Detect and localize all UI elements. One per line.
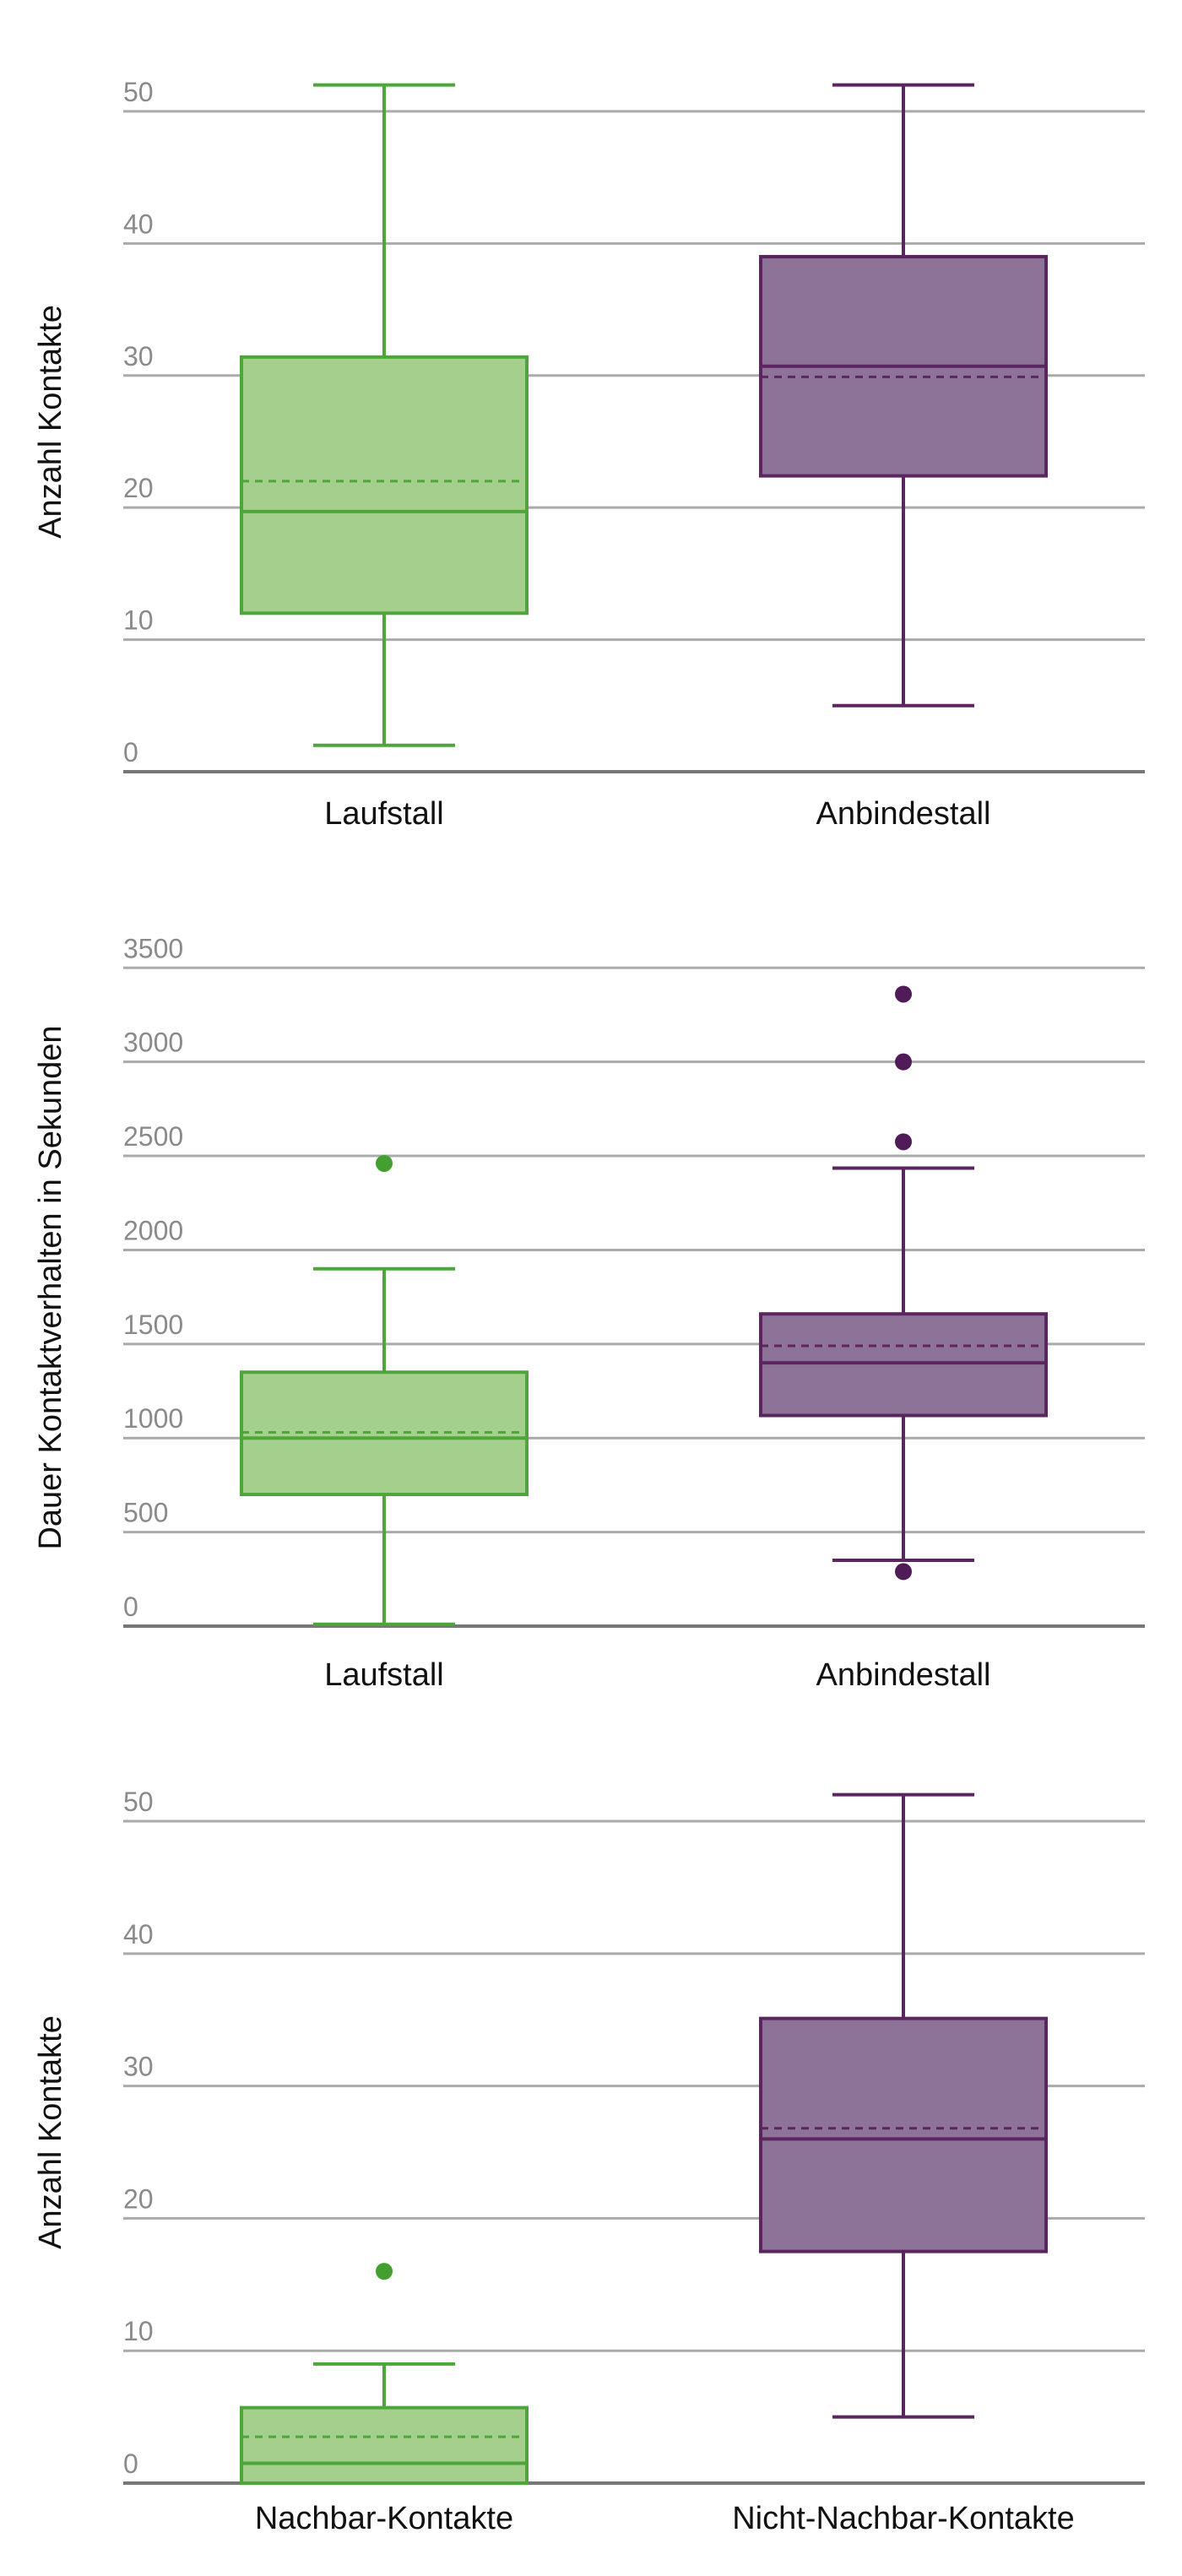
y-tick-label: 40 [123, 209, 154, 239]
y-tick-label: 40 [123, 1919, 154, 1950]
y-tick-label: 10 [123, 2316, 154, 2346]
y-tick-label: 2000 [123, 1215, 183, 1245]
y-axis-label: Dauer Kontaktverhalten in Sekunden [33, 1025, 68, 1549]
outlier [376, 2263, 393, 2280]
y-tick-label: 500 [123, 1498, 168, 1528]
y-tick-label: 50 [123, 77, 154, 107]
y-tick-label: 0 [123, 737, 138, 767]
y-tick-label: 30 [123, 2052, 154, 2082]
y-axis-label: Anzahl Kontakte [33, 2015, 68, 2249]
x-tick-label: Nachbar-Kontakte [255, 2501, 513, 2536]
outlier [895, 985, 912, 1003]
y-tick-label: 2500 [123, 1121, 183, 1152]
x-tick-label: Laufstall [324, 1657, 444, 1693]
x-tick-label: Laufstall [324, 796, 444, 832]
y-axis-label: Anzahl Kontakte [33, 305, 68, 539]
outlier [895, 1133, 912, 1151]
x-tick-label: Anbindestall [816, 1657, 990, 1693]
y-tick-label: 30 [123, 341, 154, 371]
y-tick-label: 20 [123, 473, 154, 503]
y-tick-label: 50 [123, 1787, 154, 1817]
y-tick-label: 0 [123, 2449, 138, 2479]
outlier [376, 1154, 393, 1172]
box [759, 1312, 1048, 1418]
box [240, 2405, 529, 2486]
y-tick-label: 3500 [123, 933, 183, 963]
y-tick-label: 1500 [123, 1310, 183, 1340]
box [240, 355, 529, 616]
y-tick-label: 10 [123, 605, 154, 636]
y-tick-label: 0 [123, 1592, 138, 1622]
box [759, 2016, 1048, 2253]
y-tick-label: 1000 [123, 1403, 183, 1434]
x-tick-label: Anbindestall [816, 796, 990, 832]
outlier [895, 1563, 912, 1581]
y-tick-label: 3000 [123, 1028, 183, 1058]
x-tick-label: Nicht-Nachbar-Kontakte [732, 2501, 1075, 2536]
outlier [895, 1053, 912, 1071]
y-tick-label: 20 [123, 2183, 154, 2214]
